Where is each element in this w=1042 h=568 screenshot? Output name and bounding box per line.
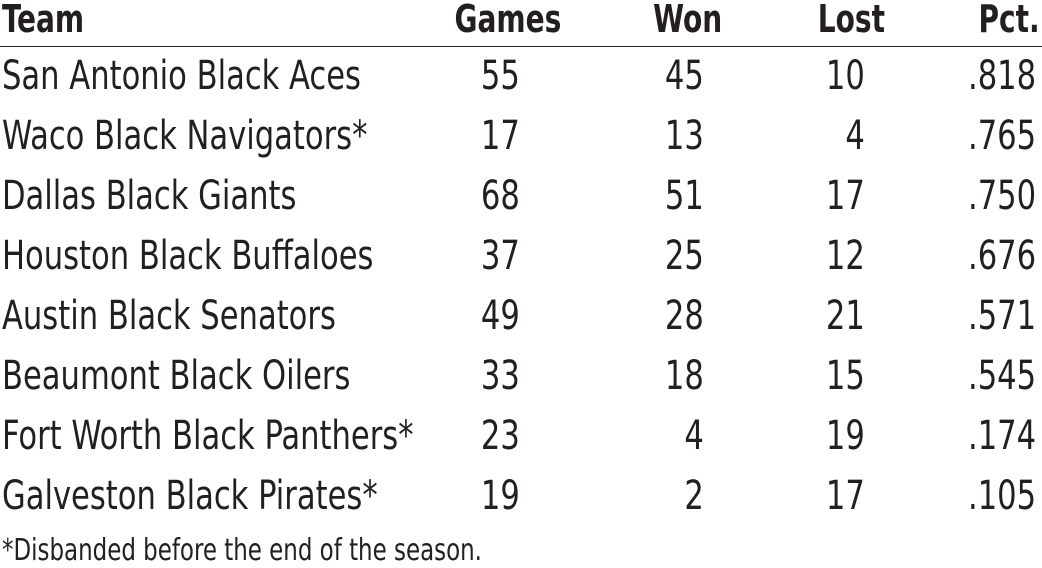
games-value: 68 [481, 173, 520, 219]
table-row: Waco Black Navigators* 17 13 4 .765 [0, 107, 1042, 167]
pct-value: .105 [967, 473, 1036, 519]
lost-value: 19 [826, 413, 865, 459]
pct-value: .571 [967, 293, 1036, 339]
pct-value: .765 [967, 113, 1036, 159]
games-value: 55 [481, 53, 520, 99]
table-row: Dallas Black Giants 68 51 17 .750 [0, 167, 1042, 227]
games-value: 19 [481, 473, 520, 519]
team-name: Beaumont Black Oilers [2, 353, 351, 399]
lost-value: 15 [826, 353, 865, 399]
team-name: Galveston Black Pirates* [2, 473, 378, 519]
footnote: *Disbanded before the end of the season. [2, 533, 482, 568]
lost-value: 17 [826, 173, 865, 219]
table-row: Austin Black Senators 49 28 21 .571 [0, 287, 1042, 347]
won-value: 45 [665, 53, 704, 99]
header-pct: Pct. [978, 0, 1040, 41]
table-row: San Antonio Black Aces 55 45 10 .818 [0, 47, 1042, 107]
games-value: 23 [481, 413, 520, 459]
lost-value: 10 [826, 53, 865, 99]
won-value: 2 [684, 473, 704, 519]
table-row: Houston Black Buffaloes 37 25 12 .676 [0, 227, 1042, 287]
team-name: Austin Black Senators [2, 293, 336, 339]
pct-value: .545 [967, 353, 1036, 399]
table-row: Fort Worth Black Panthers* 23 4 19 .174 [0, 407, 1042, 467]
team-name: San Antonio Black Aces [2, 53, 361, 99]
standings-table: Team Games Won Lost Pct. San Antonio Bla… [0, 0, 1042, 527]
won-value: 18 [665, 353, 704, 399]
table-header-row: Team Games Won Lost Pct. [0, 0, 1042, 47]
team-name: Fort Worth Black Panthers* [2, 413, 414, 459]
pct-value: .676 [967, 233, 1036, 279]
won-value: 4 [684, 413, 704, 459]
team-name: Dallas Black Giants [2, 173, 297, 219]
won-value: 28 [665, 293, 704, 339]
header-team: Team [2, 0, 85, 41]
won-value: 51 [665, 173, 704, 219]
games-value: 17 [481, 113, 520, 159]
lost-value: 12 [826, 233, 865, 279]
won-value: 25 [665, 233, 704, 279]
lost-value: 17 [826, 473, 865, 519]
header-lost: Lost [817, 0, 885, 41]
games-value: 37 [481, 233, 520, 279]
lost-value: 21 [826, 293, 865, 339]
team-name: Houston Black Buffaloes [2, 233, 374, 279]
games-value: 49 [481, 293, 520, 339]
header-won: Won [652, 0, 722, 41]
table-row: Beaumont Black Oilers 33 18 15 .545 [0, 347, 1042, 407]
table-row: Galveston Black Pirates* 19 2 17 .105 [0, 467, 1042, 527]
games-value: 33 [481, 353, 520, 399]
won-value: 13 [665, 113, 704, 159]
pct-value: .750 [967, 173, 1036, 219]
pct-value: .174 [967, 413, 1036, 459]
pct-value: .818 [967, 53, 1036, 99]
header-games: Games [454, 0, 561, 41]
lost-value: 4 [845, 113, 865, 159]
team-name: Waco Black Navigators* [2, 113, 368, 159]
